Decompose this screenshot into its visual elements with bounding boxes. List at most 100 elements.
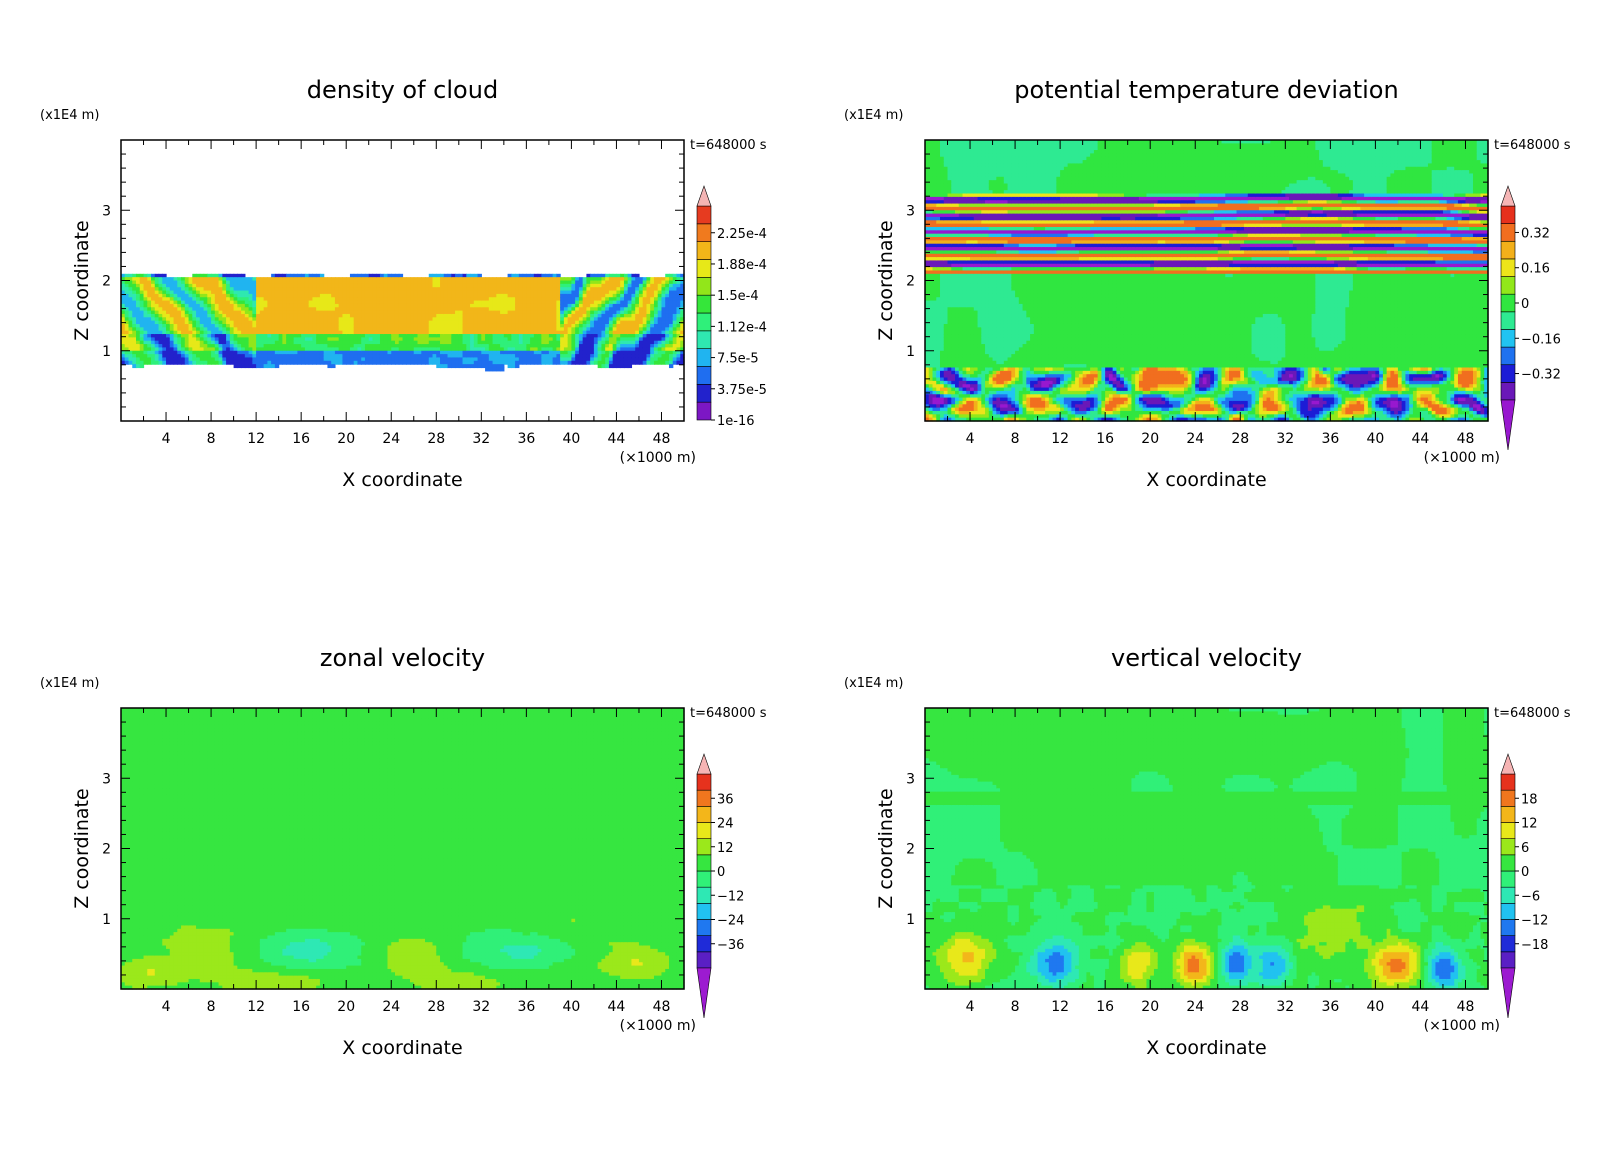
colorbar-box	[696, 886, 712, 904]
colorbar-box	[696, 401, 712, 421]
x-tick-label: 16	[1096, 999, 1114, 1015]
colorbar-box	[1500, 951, 1516, 969]
y-axis-label: Z coordinate	[875, 788, 897, 908]
colorbar-label: −12	[717, 889, 744, 904]
y-tick-label: 2	[906, 274, 915, 290]
x-tick-label: 28	[1231, 999, 1249, 1015]
colorbar-label: 0	[1521, 865, 1529, 880]
colorbar-box	[1500, 822, 1516, 839]
colorbar-label: −12	[1521, 914, 1548, 929]
chart-panel-zonal: zonal velocity(x1E4 m)t=648000 s4 8 12 16 20…	[40, 644, 767, 1059]
colorbar-box	[696, 854, 712, 872]
colorbar-box	[696, 259, 712, 278]
y-tick-label: 3	[906, 203, 915, 219]
colorbar-box	[696, 366, 712, 385]
x-axis-label: X coordinate	[1146, 1037, 1266, 1059]
y-tick-label: 1	[102, 912, 111, 928]
x-tick-label: 36	[1321, 431, 1339, 447]
colorbar-label: 0.16	[1521, 262, 1550, 277]
x-tick-label: 12	[1051, 999, 1069, 1015]
colorbar-label: 2.25e-4	[717, 227, 767, 242]
colorbar-extend-max	[1500, 185, 1516, 207]
x-tick-label: 44	[1412, 431, 1430, 447]
time-label: t=648000 s	[1494, 706, 1571, 721]
x-tick-label: 16	[1096, 431, 1114, 447]
contour-field	[121, 273, 685, 372]
x-tick-label: 24	[382, 431, 400, 447]
y-tick-label: 2	[102, 274, 111, 290]
colorbar-box	[696, 806, 712, 823]
x-tick-label: 8	[1011, 431, 1020, 447]
colorbar-box	[696, 330, 712, 349]
colorbar-label: 1.12e-4	[717, 320, 767, 335]
y-tick-label: 1	[906, 344, 915, 360]
y-unit-label: (x1E4 m)	[40, 108, 99, 123]
colorbar-box	[696, 935, 712, 953]
x-axis-label: X coordinate	[1146, 469, 1266, 491]
x-tick-label: 32	[1276, 431, 1294, 447]
x-unit-label: (×1000 m)	[1424, 1018, 1500, 1034]
y-axis-label: Z coordinate	[71, 220, 93, 340]
colorbar-label: 0.32	[1521, 226, 1550, 241]
y-axis-label: Z coordinate	[875, 220, 897, 340]
x-tick-label: 32	[472, 999, 490, 1015]
time-label: t=648000 s	[690, 138, 767, 153]
time-label: t=648000 s	[1494, 138, 1571, 153]
chart-panel-vertical: vertical velocity(x1E4 m)t=648000 s4 8 12 1…	[844, 644, 1571, 1059]
x-tick-label: 12	[247, 431, 265, 447]
x-tick-label: 12	[247, 999, 265, 1015]
colorbar: 18 12 6 0 −6 −12 −18	[1500, 753, 1548, 1019]
x-tick-label: 20	[1141, 999, 1159, 1015]
x-tick-label: 24	[382, 999, 400, 1015]
colorbar-extend-min	[1500, 399, 1516, 451]
colorbar-box	[696, 223, 712, 242]
colorbar-box	[1500, 903, 1516, 920]
colorbar-box	[1500, 223, 1516, 242]
colorbar-label: −0.32	[1521, 368, 1561, 383]
y-tick-label: 3	[102, 203, 111, 219]
colorbar-box	[696, 919, 712, 936]
colorbar-extend-min	[696, 967, 712, 1019]
y-tick-label: 1	[102, 344, 111, 360]
x-tick-label: 16	[292, 431, 310, 447]
colorbar-label: 1.5e-4	[717, 289, 759, 304]
colorbar-label: −0.16	[1521, 332, 1561, 347]
chart-title: vertical velocity	[1111, 644, 1302, 672]
colorbar-box	[696, 822, 712, 839]
y-unit-label: (x1E4 m)	[844, 676, 903, 691]
colorbar-box	[1500, 240, 1516, 260]
colorbar-box	[696, 384, 712, 403]
chart-title: potential temperature deviation	[1014, 76, 1398, 104]
y-tick-label: 2	[102, 842, 111, 858]
colorbar-box	[1500, 838, 1516, 856]
colorbar-label: 0	[1521, 297, 1529, 312]
colorbar: 0.32 0.16 0 −0.16 −0.32	[1500, 185, 1561, 451]
colorbar-box	[696, 241, 712, 260]
x-tick-label: 24	[1186, 999, 1204, 1015]
colorbar-label: 1.88e-4	[717, 258, 767, 273]
colorbar-label: 12	[1521, 817, 1538, 832]
colorbar-box	[696, 903, 712, 920]
colorbar-extend-max	[1500, 753, 1516, 775]
colorbar-label: 24	[717, 817, 734, 832]
colorbar-box	[696, 294, 712, 314]
x-tick-label: 4	[162, 431, 171, 447]
colorbar-box	[696, 789, 712, 807]
x-tick-label: 36	[1321, 999, 1339, 1015]
x-axis-label: X coordinate	[342, 469, 462, 491]
x-tick-label: 40	[1366, 999, 1384, 1015]
x-tick-label: 40	[1366, 431, 1384, 447]
y-tick-label: 3	[102, 771, 111, 787]
x-tick-label: 44	[1412, 999, 1430, 1015]
x-tick-label: 20	[1141, 431, 1159, 447]
x-tick-label: 48	[653, 431, 671, 447]
x-tick-label: 20	[337, 431, 355, 447]
colorbar-label: 36	[717, 792, 734, 807]
colorbar-box	[696, 277, 712, 296]
colorbar: 2.25e-4 1.88e-4 1.5e-4 1.12e-4 7.5e-5 3.75e-5…	[696, 185, 767, 429]
colorbar-box	[696, 951, 712, 969]
colorbar-label: 6	[1521, 841, 1529, 856]
x-unit-label: (×1000 m)	[620, 1018, 696, 1034]
x-tick-label: 32	[1276, 999, 1294, 1015]
